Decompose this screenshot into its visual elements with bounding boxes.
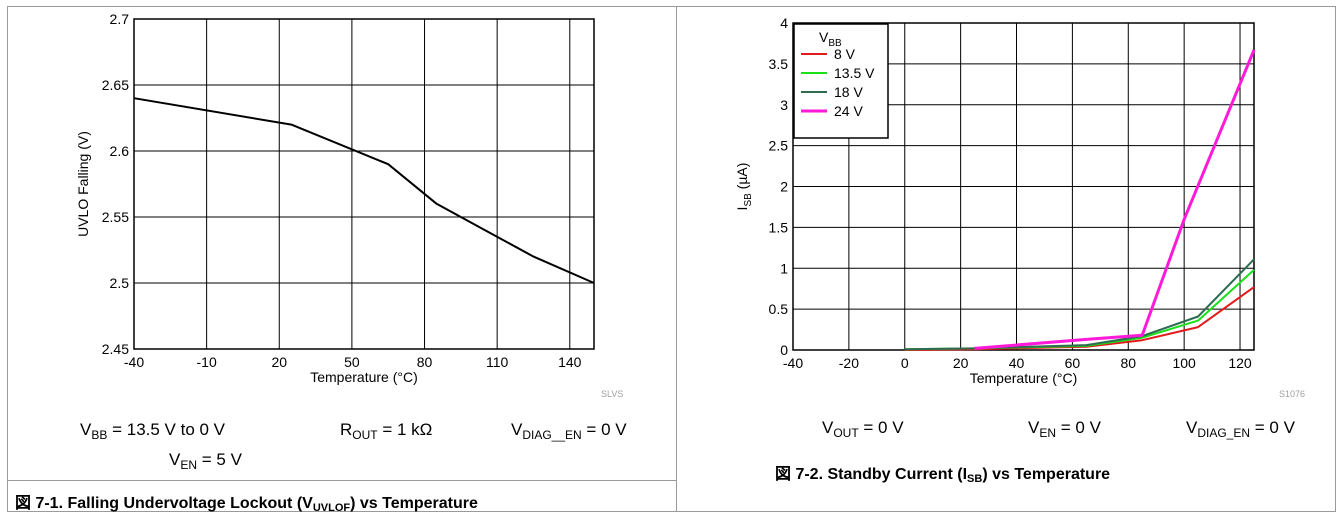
x-tick-label: 80 <box>1120 355 1136 371</box>
x-tick-label: 120 <box>1228 355 1252 371</box>
y-tick-label: 0 <box>780 342 788 358</box>
series-line-24-v <box>974 49 1256 350</box>
condition-vdiag-en: VDIAG__EN = 0 V <box>511 420 627 442</box>
y-tick-label: 1.5 <box>769 219 789 235</box>
y-axis-label: UVLO Falling (V) <box>75 131 91 237</box>
series-line-uvlo <box>133 97 595 284</box>
y-tick-label: 2.5 <box>769 138 789 154</box>
plot-area-border <box>792 22 1255 351</box>
legend-label: 13.5 V <box>834 65 875 81</box>
x-tick-label: 80 <box>417 354 433 370</box>
x-tick-label: -40 <box>783 355 803 371</box>
y-tick-label: 2.55 <box>102 209 129 225</box>
y-tick-label: 2.6 <box>110 143 130 159</box>
x-tick-label: 40 <box>1009 355 1025 371</box>
x-axis-label: Temperature (°C) <box>970 370 1078 386</box>
y-tick-label: 1 <box>780 260 788 276</box>
y-tick-label: 2.65 <box>102 77 129 93</box>
x-tick-label: 20 <box>271 354 287 370</box>
x-tick-label: 100 <box>1172 355 1196 371</box>
x-tick-label: 60 <box>1065 355 1081 371</box>
y-tick-label: 3.5 <box>769 56 789 72</box>
condition-vout: VOUT = 0 V <box>822 418 904 440</box>
condition-vbb: VBB = 13.5 V to 0 V <box>80 420 226 442</box>
x-tick-label: -40 <box>124 354 144 370</box>
y-tick-label: 2.7 <box>110 11 130 27</box>
legend-label: 8 V <box>834 46 856 62</box>
y-tick-label: 3 <box>780 97 788 113</box>
x-axis-label: Temperature (°C) <box>310 369 418 385</box>
y-tick-label: 2.45 <box>102 341 129 357</box>
caption-divider <box>8 480 676 481</box>
x-tick-label: 20 <box>953 355 969 371</box>
x-tick-label: 110 <box>486 354 509 370</box>
y-tick-label: 4 <box>780 15 788 31</box>
x-tick-label: 50 <box>344 354 360 370</box>
y-tick-label: 2.5 <box>110 275 130 291</box>
x-tick-label: 140 <box>558 354 582 370</box>
figure-standby-current: -40 -20 0 20 40 60 80 100 120 0 0.5 1 1.5 2 2.5 3 3.5 4 Te… <box>676 6 1336 512</box>
legend-title: VBB <box>819 29 842 49</box>
figure-caption: 図 7-2. Standby Current (ISB) vs Temperat… <box>775 466 1111 485</box>
x-tick-label: 0 <box>901 355 909 371</box>
y-tick-label: 0.5 <box>769 301 789 317</box>
legend-box <box>793 23 889 139</box>
chart-watermark: S1076 <box>1279 389 1306 399</box>
condition-ven: VEN = 0 V <box>1028 418 1101 440</box>
x-tick-label: -20 <box>839 355 859 371</box>
condition-ven: VEN = 5 V <box>169 450 242 472</box>
plot-area-border <box>133 18 595 350</box>
legend-label: 24 V <box>834 103 863 119</box>
y-tick-label: 2 <box>780 179 788 195</box>
condition-rout: ROUT = 1 kΩ <box>340 420 433 442</box>
figure-uvlo-falling: -40 -10 20 50 80 110 140 2.45 2.5 2.55 2.6 2.65 2.7 T… <box>7 6 677 514</box>
isb-chart: -40 -20 0 20 40 60 80 100 120 0 0.5 1 1.5 2 2.5 3 3.5 4 Te… <box>734 15 1256 386</box>
legend-label: 18 V <box>834 84 863 100</box>
condition-vdiag-en: VDIAG_EN = 0 V <box>1186 418 1295 440</box>
figure-caption: 図 7-1. Falling Undervoltage Lockout (VUV… <box>15 495 478 514</box>
uvlo-chart: -40 -10 20 50 80 110 140 2.45 2.5 2.55 2.6 2.65 2.7 T… <box>75 11 595 385</box>
chart-watermark: SLVS <box>601 389 624 399</box>
x-tick-label: -10 <box>197 354 217 370</box>
y-axis-label: ISB (µA) <box>734 163 754 211</box>
series-line-18-v <box>904 258 1255 351</box>
